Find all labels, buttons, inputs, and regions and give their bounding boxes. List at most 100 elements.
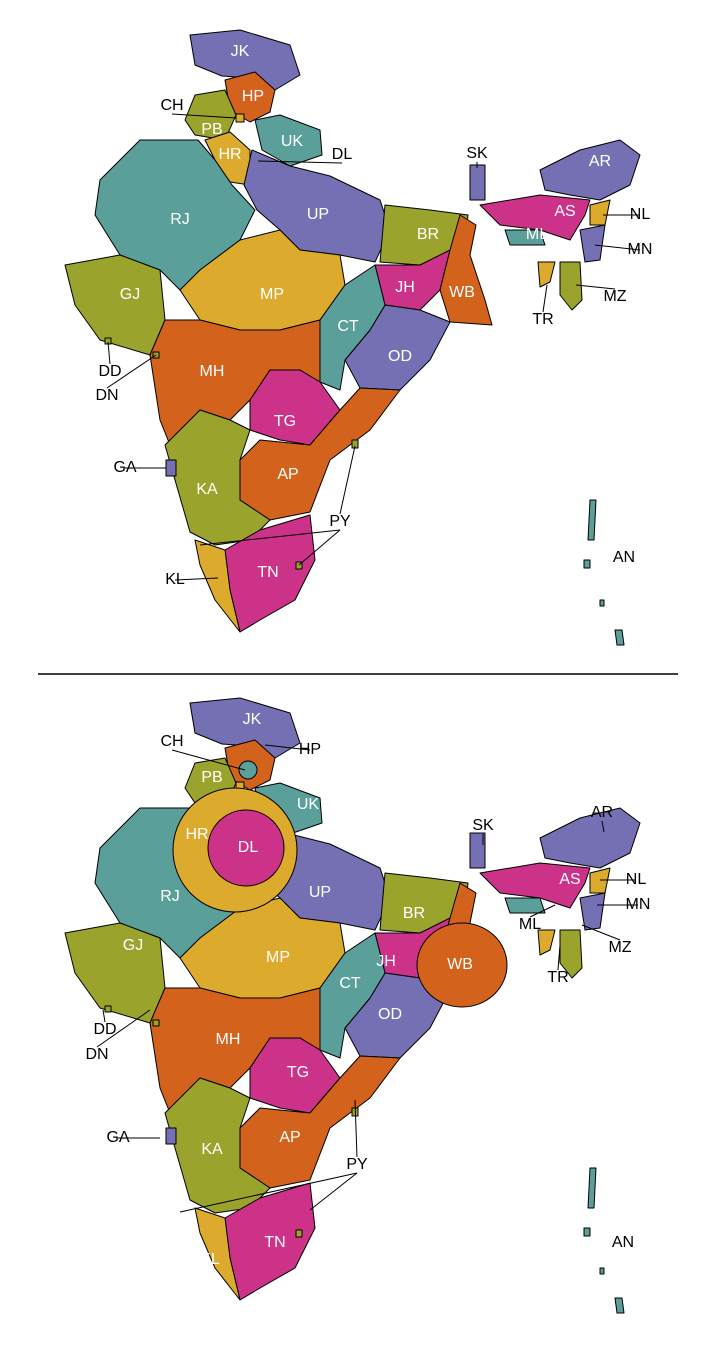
region <box>243 149 391 263</box>
region-label: DD <box>93 1021 116 1038</box>
region-label: TG <box>274 413 296 430</box>
region-label: KL <box>165 571 185 588</box>
region-label: UP <box>309 884 331 901</box>
region-label: ML <box>519 916 541 933</box>
region-label: TR <box>532 311 553 328</box>
region-label: KL <box>200 1251 220 1268</box>
region <box>319 264 386 391</box>
region-label: NL <box>626 871 647 888</box>
leader-line <box>179 1172 358 1213</box>
region <box>539 139 641 201</box>
region <box>319 932 386 1059</box>
region <box>537 261 556 288</box>
region <box>416 922 508 1008</box>
region <box>194 1207 241 1301</box>
region-label: KA <box>196 481 218 498</box>
region <box>559 929 583 979</box>
region-label: UK <box>297 796 320 813</box>
leader-line <box>339 445 356 515</box>
leader-line <box>107 341 111 365</box>
region-label: CH <box>160 97 183 114</box>
region-label: MH <box>200 363 225 380</box>
region-label: PY <box>329 513 351 530</box>
region <box>351 439 359 449</box>
region <box>165 459 177 477</box>
region-label: MZ <box>603 288 626 305</box>
region-label: AS <box>559 871 580 888</box>
region-label: BR <box>403 905 425 922</box>
region-label: MH <box>216 1031 241 1048</box>
region-label: MP <box>260 286 284 303</box>
leader-line <box>257 160 343 164</box>
region <box>587 499 597 541</box>
region-label: JK <box>243 711 262 728</box>
leader-line <box>199 529 341 546</box>
region-label: NL <box>630 206 651 223</box>
leader-line <box>575 284 616 290</box>
region-label: CT <box>337 318 359 335</box>
region-label: JH <box>395 279 415 296</box>
leader-line <box>171 749 246 771</box>
region <box>537 929 556 956</box>
region-label: WB <box>449 284 475 301</box>
region <box>152 1019 160 1027</box>
region <box>235 113 245 123</box>
leader-line <box>601 820 605 833</box>
region-label: GJ <box>123 937 143 954</box>
region <box>104 337 112 345</box>
region-label: KA <box>201 1141 223 1158</box>
region-label: DN <box>85 1046 108 1063</box>
region-label: HR <box>218 146 241 163</box>
region <box>64 922 166 1024</box>
region <box>579 892 606 931</box>
region-label: AN <box>613 549 635 566</box>
region <box>539 807 641 869</box>
region-label: HP <box>299 741 321 758</box>
region <box>165 1127 177 1145</box>
leader-line <box>581 924 621 941</box>
region <box>614 1297 625 1314</box>
region-label: MP <box>266 949 290 966</box>
region <box>559 261 583 311</box>
region <box>104 1005 112 1013</box>
region <box>587 1167 597 1209</box>
region-label: HP <box>242 88 264 105</box>
leader-line <box>557 944 561 971</box>
region-label: UK <box>281 133 304 150</box>
region-label: PB <box>201 769 222 786</box>
region-label: DL <box>238 839 259 856</box>
region-label: HR <box>185 826 208 843</box>
region-label: PB <box>201 121 222 138</box>
region-label: AS <box>554 203 575 220</box>
region <box>164 1077 271 1214</box>
region <box>295 1229 303 1238</box>
region <box>599 1267 605 1275</box>
region <box>479 194 591 241</box>
region <box>583 1227 591 1237</box>
leader-line <box>171 113 237 119</box>
region-label: SK <box>472 817 494 834</box>
region-label: AP <box>279 1129 300 1146</box>
region-label: TN <box>257 564 278 581</box>
region <box>64 254 166 356</box>
region-label: AN <box>612 1234 634 1251</box>
region <box>207 809 285 887</box>
leader-line <box>354 1099 358 1158</box>
region-label: AR <box>589 153 611 170</box>
region <box>614 629 625 646</box>
leader-line <box>106 354 157 389</box>
region-label: TR <box>547 969 568 986</box>
region-label: OD <box>388 348 412 365</box>
region <box>254 114 323 167</box>
region-label: DL <box>332 146 353 163</box>
leader-line <box>174 577 219 581</box>
region <box>583 559 591 569</box>
region <box>439 214 493 326</box>
region-label: RJ <box>160 888 180 905</box>
region-label: TG <box>287 1064 309 1081</box>
region <box>599 599 605 607</box>
region-label: TN <box>264 1234 285 1251</box>
region-label: BR <box>417 226 439 243</box>
leader-line <box>96 1009 151 1048</box>
region <box>238 760 258 780</box>
